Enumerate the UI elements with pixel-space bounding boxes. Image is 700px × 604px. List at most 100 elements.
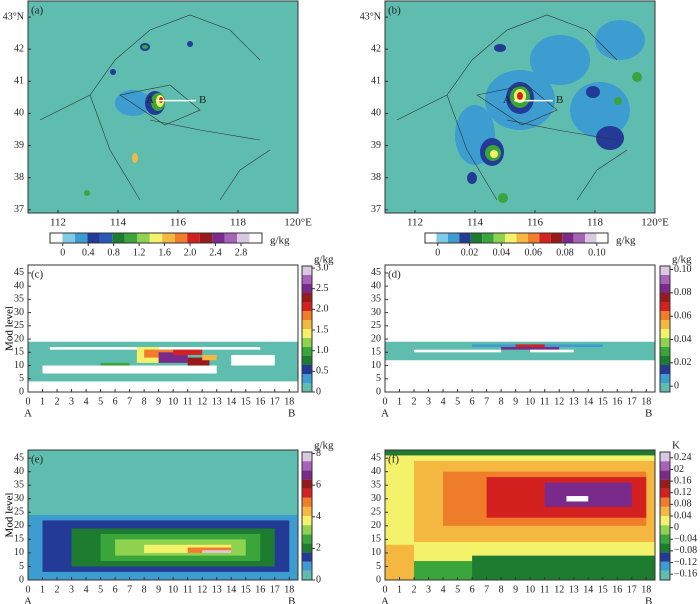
x-tick-label: 2 [55,396,60,407]
y-tick-label: 37 [14,204,24,215]
y-tick-label: 39 [371,140,381,151]
x-tick-label: 16 [612,396,622,407]
colorbar-label: −0.04 [674,534,697,545]
colorbar-segment [302,543,312,553]
colorbar-segment [585,233,597,243]
field-cell [187,357,210,366]
border-line [119,84,201,126]
plot-frame [384,449,656,581]
y-tick-label: 30 [371,493,381,504]
x-tick-label: 16 [255,584,265,595]
field-cell [414,349,502,353]
section-label: B [645,408,652,420]
colorbar-label: 0 [435,247,440,258]
colorbar-label: 0 [316,386,321,397]
colorbar-unit: g/kg [314,440,334,452]
field-cell [385,450,655,456]
y-tick-label: 5 [376,373,381,384]
colorbar-label: 0 [60,247,65,258]
x-tick-label: 5 [455,584,460,595]
field-contour [110,69,116,75]
field-cell [530,349,574,353]
x-tick-label: 1 [40,584,45,595]
colorbar-segment [199,233,213,243]
x-tick-label: 15 [598,396,608,407]
y-tick-label: 15 [14,534,24,545]
axis-label: Mod level [4,306,16,351]
colorbar-label: 0.16 [674,475,692,486]
colorbar-label: 0.04 [674,334,692,345]
y-tick-label: 45 [14,452,24,463]
colorbar-segment [660,479,670,489]
x-tick-label: 14 [583,396,593,407]
colorbar-segment [660,552,670,562]
y-tick-label: 20 [371,333,381,344]
colorbar-label: 02 [674,464,684,475]
x-tick-label: 2 [412,584,417,595]
colorbar-segment [302,266,312,275]
colorbar-segment [425,233,437,243]
section-bg [385,265,655,392]
colorbar-segment [50,233,63,243]
y-tick-label: 0 [19,386,24,397]
colorbar-segment [302,534,312,544]
section-label: A [24,596,32,604]
axis-label: Mod level [4,493,16,538]
field-cell [100,362,130,366]
colorbar-segment [493,233,506,243]
colorbar-label: 0.10 [588,247,606,258]
field-cell [231,354,275,366]
field-cell [202,550,232,553]
colorbar-segment [162,233,175,243]
plot-area [385,265,655,392]
colorbar-label: 0.06 [674,310,692,321]
border-line [89,94,141,201]
y-tick-label: 40 [14,108,24,119]
x-tick-label: 6 [470,584,475,595]
colorbar-segment [302,516,312,526]
colorbar-segment [174,233,188,243]
x-tick-label: 17 [270,584,280,595]
colorbar-segment [302,470,312,480]
colorbar-label: 0.08 [674,499,692,510]
y-tick-label: 5 [376,561,381,572]
y-tick-label: 35 [371,480,381,491]
colorbar-segment [302,506,312,516]
colorbar-label: 0.08 [674,287,692,298]
y-tick-label: 42 [371,43,381,54]
colorbar-label: 1.6 [158,247,171,258]
colorbar-segment [302,452,312,462]
colorbar-segment [447,233,460,243]
field-contour [596,126,624,150]
colorbar-label: −0.12 [674,557,697,568]
x-tick-label: 16 [255,396,265,407]
border-line [576,149,628,201]
colorbar-segment [302,338,312,347]
colorbar-label: 0.4 [82,247,95,258]
x-tick-label: 0 [26,584,31,595]
section-label: B [556,94,563,106]
plot-area [385,1,655,213]
x-tick-label: 13 [569,396,579,407]
colorbar-segment [660,516,670,526]
x-tick-label: 18 [284,584,294,595]
y-tick-label: 40 [371,108,381,119]
x-tick-label: 6 [113,396,118,407]
panel-label: (f) [388,454,399,466]
colorbar-label: 0.24 [674,452,692,463]
colorbar-label: 1.2 [133,247,146,258]
colorbar-segment [224,233,238,243]
section-label: A [146,94,154,106]
x-tick-label: 4 [84,396,89,407]
y-tick-label: 10 [14,547,24,558]
x-tick-label: 9 [156,396,161,407]
colorbar-segment [112,233,125,243]
colorbar-unit: g/kg [314,254,334,266]
colorbar-segment [302,561,312,571]
y-tick-label: 0 [19,574,24,585]
colorbar-segment [302,552,312,562]
section-label: B [288,408,295,420]
colorbar-label: 0 [674,522,679,533]
colorbar-segment [660,356,670,365]
colorbar-label: 6 [316,479,321,490]
